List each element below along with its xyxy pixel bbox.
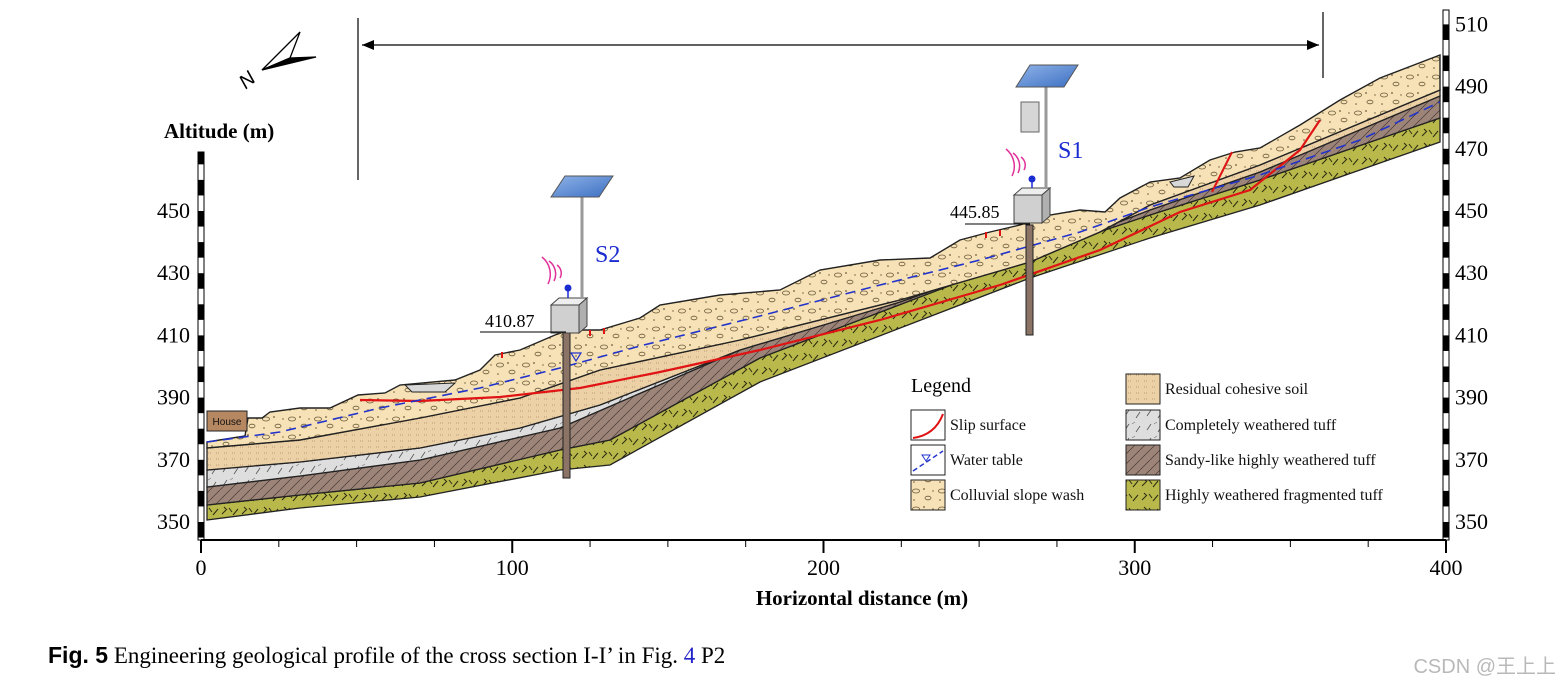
surface-depression-right (1169, 175, 1195, 188)
y-right-tick-label: 410 (1455, 322, 1488, 347)
north-arrow-icon: N (235, 31, 317, 94)
station-s1-elevation: 445.85 (950, 202, 1000, 222)
svg-text:Sandy-like highly weathered tu: Sandy-like highly weathered tuff (1165, 452, 1376, 469)
svg-text:Highly weathered fragmented tu: Highly weathered fragmented tuff (1165, 487, 1384, 504)
svg-text:Water table: Water table (950, 452, 1023, 469)
north-arrow-label: N (235, 67, 261, 93)
legend: Legend Slip surface Water table Colluvia… (910, 373, 1384, 511)
caption-suffix: P2 (701, 643, 726, 668)
solar-panel-s1 (1015, 64, 1079, 88)
y-left-tick-label: 410 (157, 322, 190, 347)
legend-item-highly-weathered-fragmented-tuff: Highly weathered fragmented tuff (1125, 479, 1384, 511)
bottom-distance-axis (200, 539, 1447, 553)
surface-depression-left (403, 382, 457, 393)
legend-item-slip-surface: Slip surface (910, 409, 1026, 441)
house-label: House (213, 417, 242, 428)
caption-label: Fig. 5 (48, 642, 109, 668)
section-span-marker (357, 12, 1324, 180)
legend-item-completely-weathered-tuff: Completely weathered tuff (1125, 409, 1337, 441)
station-s2-label: S2 (595, 242, 620, 268)
house-icon: House (206, 410, 248, 432)
y-axis-title: Altitude (m) (164, 119, 274, 143)
legend-item-residual-cohesive-soil: Residual cohesive soil (1125, 373, 1309, 405)
slip-surface-line (359, 119, 1321, 403)
station-s1-label: S1 (1058, 138, 1083, 164)
y-right-tick-label: 390 (1455, 385, 1488, 410)
y-left-tick-label: 390 (157, 385, 190, 410)
station-s2-elevation: 410.87 (485, 311, 535, 331)
x-tick-label: 0 (196, 555, 207, 580)
layer-colluvial-slope-wash (206, 53, 1441, 449)
x-tick-label: 300 (1118, 555, 1151, 580)
x-tick-labels: 0 100 200 300 400 (196, 555, 1463, 580)
y-right-tick-label: 350 (1455, 509, 1488, 534)
solar-panel-s2 (550, 175, 614, 198)
water-table-symbol (569, 352, 583, 363)
legend-item-sandy-like-highly-weathered-tuff: Sandy-like highly weathered tuff (1125, 444, 1376, 476)
right-altitude-axis (1442, 9, 1450, 541)
y-left-tick-label: 450 (157, 198, 190, 223)
y-right-tick-label: 490 (1455, 74, 1488, 99)
y-right-tick-label: 450 (1455, 198, 1488, 223)
svg-text:Residual cohesive soil: Residual cohesive soil (1165, 381, 1309, 398)
caption-figure-ref[interactable]: 4 (683, 643, 696, 668)
y-left-tick-labels: 350 370 390 410 430 450 (157, 198, 190, 534)
y-left-tick-label: 370 (157, 447, 190, 472)
geological-profile-figure: 350 370 390 410 430 450 350 370 390 410 430 450 470… (157, 9, 1488, 610)
slip-scarp-upper (1211, 151, 1233, 193)
svg-text:Slip surface: Slip surface (950, 417, 1026, 434)
svg-text:Colluvial slope wash: Colluvial slope wash (950, 487, 1084, 504)
legend-item-water-table: Water table (910, 444, 1023, 476)
wireless-signal-icon-s1 (1005, 148, 1026, 177)
wireless-signal-icon-s2 (541, 256, 562, 285)
y-right-tick-label: 470 (1455, 136, 1488, 161)
legend-item-colluvial-slope-wash: Colluvial slope wash (910, 479, 1084, 511)
figure-caption: Fig. 5 Engineering geological profile of… (48, 642, 725, 669)
legend-title: Legend (911, 375, 971, 397)
caption-text: Engineering geological profile of the cr… (113, 643, 678, 668)
svg-text:Completely weathered tuff: Completely weathered tuff (1165, 417, 1337, 434)
monitoring-station-s1: 445.85 S1 (950, 64, 1083, 336)
water-table-line (206, 101, 1441, 443)
y-left-tick-label: 350 (157, 509, 190, 534)
monitoring-station-s2: 410.87 S2 (480, 175, 620, 479)
y-left-tick-label: 430 (157, 260, 190, 285)
y-right-tick-label: 370 (1455, 447, 1488, 472)
red-scarp-marks (501, 230, 1001, 358)
y-right-tick-labels: 350 370 390 410 430 450 470 490 510 (1455, 11, 1488, 534)
left-altitude-axis (197, 151, 205, 541)
x-tick-label: 200 (807, 555, 840, 580)
x-tick-label: 400 (1430, 555, 1463, 580)
x-tick-label: 100 (496, 555, 529, 580)
x-axis-title: Horizontal distance (m) (756, 586, 968, 610)
watermark: CSDN @王上上 (1413, 656, 1556, 678)
y-right-tick-label: 510 (1455, 11, 1488, 36)
y-right-tick-label: 430 (1455, 260, 1488, 285)
